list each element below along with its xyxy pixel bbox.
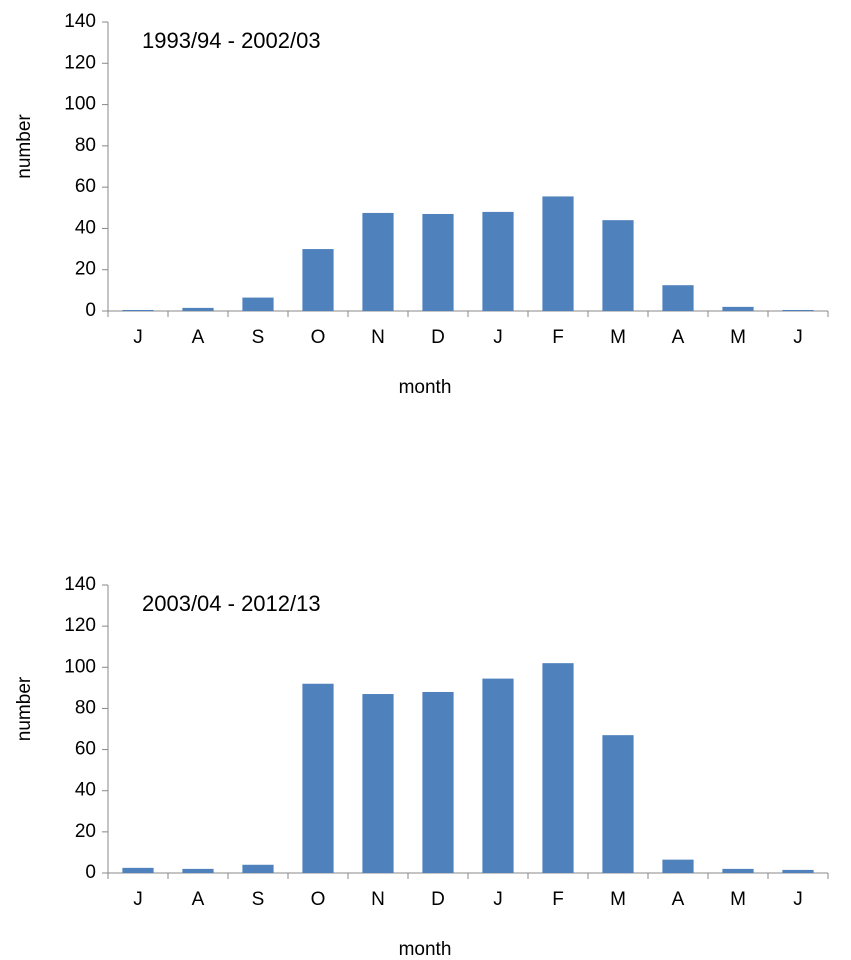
bar xyxy=(542,196,574,311)
bar xyxy=(182,307,214,311)
x-tick-label: S xyxy=(252,889,265,910)
y-tick-label: 20 xyxy=(75,821,96,842)
y-tick-label: 20 xyxy=(75,259,96,280)
x-tick-label: A xyxy=(672,889,685,910)
x-tick-label: F xyxy=(552,889,564,910)
x-tick-label: D xyxy=(431,889,445,910)
y-tick-label: 140 xyxy=(64,11,96,32)
x-tick-label: J xyxy=(493,327,503,348)
x-axis-label: month xyxy=(399,939,452,960)
bar xyxy=(722,306,754,311)
x-tick-label: J xyxy=(133,327,143,348)
x-tick-label: M xyxy=(730,889,746,910)
bar xyxy=(422,691,454,873)
x-tick-label: A xyxy=(672,327,685,348)
bar xyxy=(242,864,274,873)
bar xyxy=(302,683,334,873)
bar xyxy=(722,868,754,873)
chart-title: 2003/04 - 2012/13 xyxy=(142,591,321,616)
bar xyxy=(782,869,814,873)
y-tick-label: 80 xyxy=(75,135,96,156)
bar xyxy=(302,249,334,311)
x-tick-label: D xyxy=(431,327,445,348)
bar xyxy=(242,297,274,311)
y-axis-label: number xyxy=(14,676,35,741)
bar xyxy=(362,212,394,311)
y-tick-label: 140 xyxy=(64,574,96,595)
bar xyxy=(602,220,634,311)
bar xyxy=(662,859,694,873)
x-tick-label: J xyxy=(793,327,803,348)
bar xyxy=(782,309,814,311)
bar xyxy=(182,868,214,873)
y-tick-label: 40 xyxy=(75,780,96,801)
bar xyxy=(482,211,514,311)
y-tick-label: 80 xyxy=(75,697,96,718)
x-tick-label: M xyxy=(610,889,626,910)
bar xyxy=(362,694,394,873)
x-tick-label: A xyxy=(192,889,205,910)
x-tick-label: J xyxy=(793,889,803,910)
chart-title: 1993/94 - 2002/03 xyxy=(142,28,321,53)
bar xyxy=(662,285,694,311)
bar xyxy=(122,867,154,873)
x-tick-label: M xyxy=(730,327,746,348)
x-tick-label: S xyxy=(252,327,265,348)
x-tick-label: M xyxy=(610,327,626,348)
x-tick-label: A xyxy=(192,327,205,348)
y-tick-label: 120 xyxy=(64,615,96,636)
bar xyxy=(422,213,454,311)
bar xyxy=(602,735,634,873)
x-tick-label: O xyxy=(311,889,326,910)
y-tick-label: 120 xyxy=(64,52,96,73)
x-tick-label: J xyxy=(133,889,143,910)
bar xyxy=(542,663,574,873)
y-tick-label: 0 xyxy=(85,862,96,883)
y-axis-label: number xyxy=(14,114,35,179)
y-tick-label: 60 xyxy=(75,176,96,197)
y-tick-label: 100 xyxy=(64,656,96,677)
y-tick-label: 40 xyxy=(75,217,96,238)
x-tick-label: F xyxy=(552,327,564,348)
x-axis-label: month xyxy=(399,377,452,398)
y-tick-label: 60 xyxy=(75,739,96,760)
bar xyxy=(122,309,154,311)
x-tick-label: N xyxy=(371,327,385,348)
x-tick-label: N xyxy=(371,889,385,910)
y-tick-label: 100 xyxy=(64,94,96,115)
x-tick-label: O xyxy=(311,327,326,348)
bar xyxy=(482,678,514,873)
x-tick-label: J xyxy=(493,889,503,910)
y-tick-label: 0 xyxy=(85,300,96,321)
